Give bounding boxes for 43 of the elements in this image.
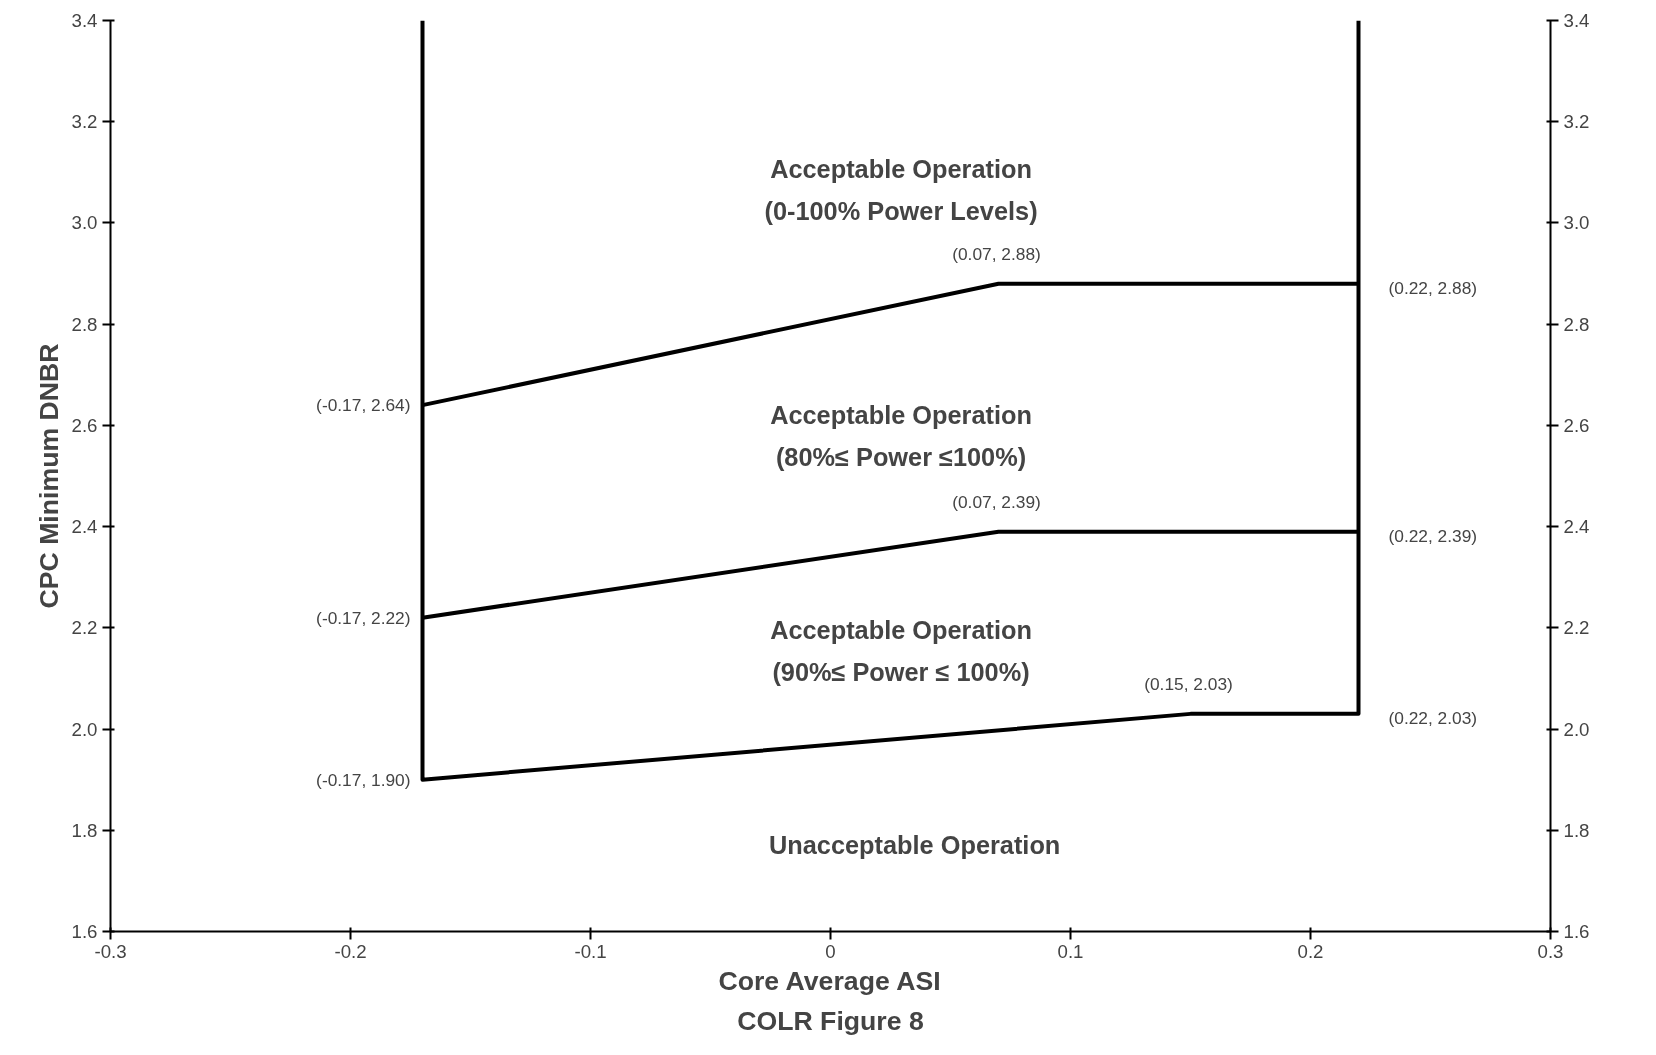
annotation: (-0.17, 2.22) — [316, 607, 411, 628]
annotation: (0.07, 2.39) — [952, 491, 1041, 512]
x-tick-label: 0 — [825, 940, 836, 962]
y2-tick-label: 3.2 — [1563, 111, 1590, 133]
y-axis-title: CPC Minimum DNBR — [33, 343, 64, 609]
annotation: Unacceptable Operation — [769, 831, 1061, 860]
y2-tick-label: 1.6 — [1563, 921, 1590, 942]
annotation: (0.22, 2.03) — [1388, 707, 1478, 728]
y2-tick-label: 2.4 — [1563, 516, 1590, 538]
x-tick-label: 0.1 — [1057, 940, 1084, 962]
y-tick-label: 2.0 — [71, 718, 98, 740]
annotation: (0.22, 2.88) — [1388, 277, 1478, 298]
y2-tick-label: 3.4 — [1563, 10, 1590, 31]
y-tick-label: 2.8 — [71, 313, 98, 335]
x-tick-label: 0.3 — [1537, 940, 1564, 962]
x-tick-label: -0.1 — [574, 940, 607, 962]
annotation: Acceptable Operation (80%≤ Power ≤100%) — [770, 400, 1032, 471]
x-tick-label: 0.2 — [1297, 940, 1324, 962]
y-tick-label: 2.6 — [71, 414, 98, 436]
annotation: (0.22, 2.39) — [1388, 525, 1478, 546]
y2-tick-label: 1.8 — [1563, 819, 1590, 841]
y-tick-label: 2.4 — [71, 516, 98, 538]
y2-tick-label: 2.0 — [1563, 718, 1590, 740]
y2-tick-label: 2.2 — [1563, 617, 1590, 639]
y2-tick-label: 2.6 — [1563, 414, 1590, 436]
x-tick-label: -0.3 — [94, 940, 127, 962]
y-tick-label: 1.8 — [71, 819, 98, 841]
annotation: Acceptable Operation (0-100% Power Levels) — [764, 155, 1038, 226]
y-tick-label: 3.4 — [71, 10, 98, 31]
x-axis-title: Core Average ASI — [718, 965, 941, 996]
y-tick-label: 3.0 — [71, 212, 98, 234]
y2-tick-label: 2.8 — [1563, 313, 1590, 335]
y2-tick-label: 3.0 — [1563, 212, 1590, 234]
y-tick-label: 3.2 — [71, 111, 98, 133]
x-tick-label: -0.2 — [334, 940, 367, 962]
y-tick-label: 2.2 — [71, 617, 98, 639]
y-tick-label: 1.6 — [71, 921, 98, 942]
annotation: (0.07, 2.88) — [952, 243, 1041, 264]
annotation: (-0.17, 2.64) — [316, 395, 411, 416]
text: COLR Figure 8 — [737, 1005, 924, 1036]
annotation: Acceptable Operation (90%≤ Power ≤ 100%) — [770, 616, 1032, 687]
annotation: (-0.17, 1.90) — [316, 769, 411, 790]
annotation: (0.15, 2.03) — [1144, 673, 1233, 694]
